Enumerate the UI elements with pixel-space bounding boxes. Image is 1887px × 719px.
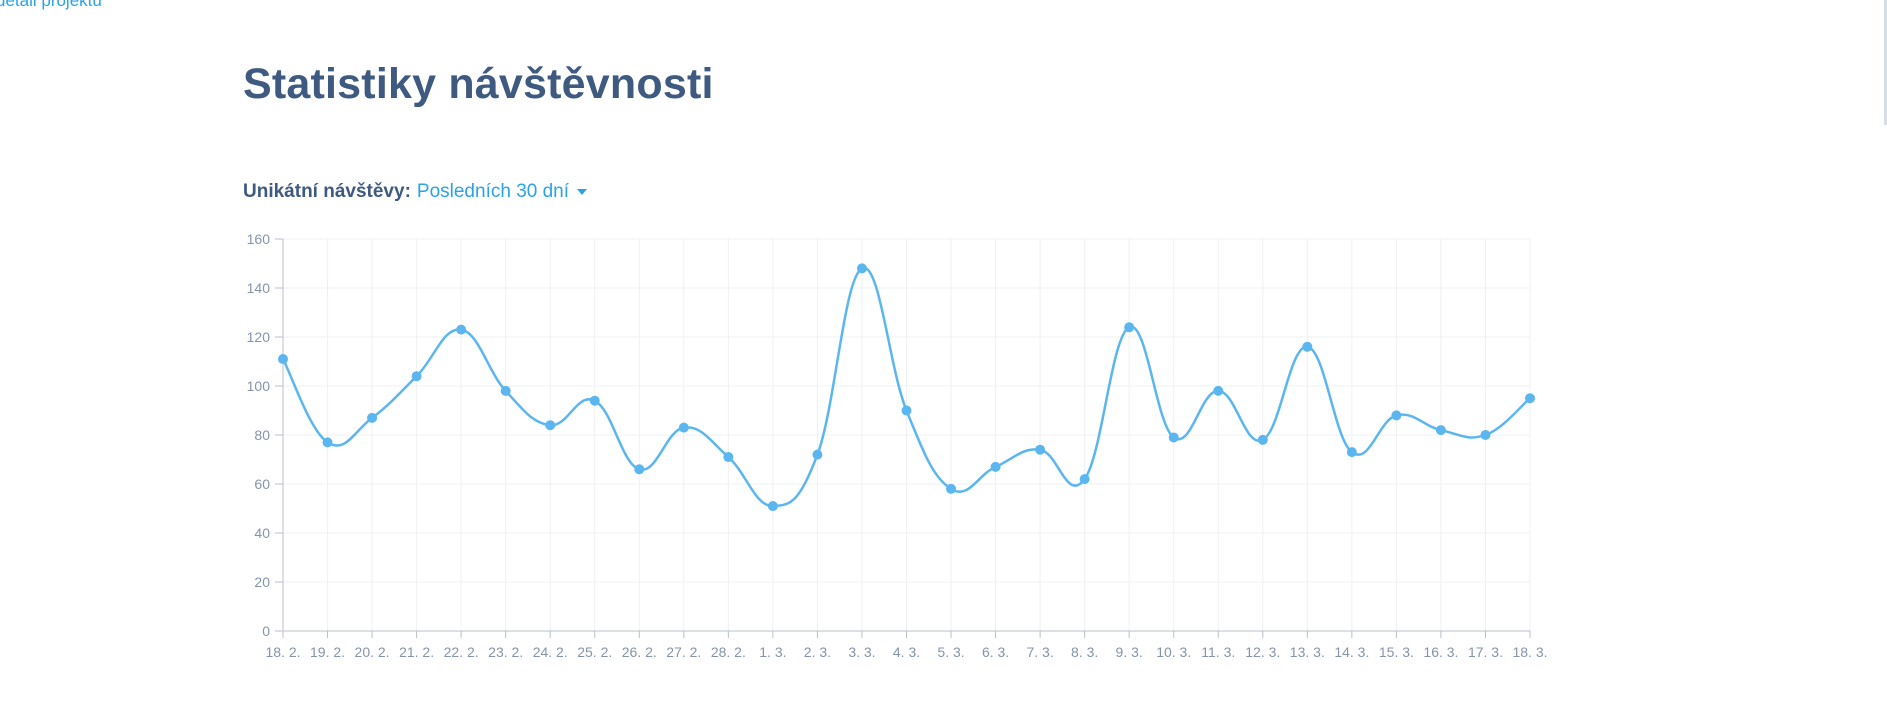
x-tick-label: 15. 3.: [1379, 644, 1414, 660]
period-dropdown[interactable]: Posledních 30 dní: [416, 181, 588, 203]
data-point[interactable]: [812, 449, 823, 460]
x-tick-label: 26. 2.: [622, 644, 657, 660]
x-tick-label: 1. 3.: [759, 644, 786, 660]
x-tick-label: 4. 3.: [893, 644, 920, 660]
data-point[interactable]: [278, 354, 288, 365]
x-tick-label: 19. 2.: [310, 644, 345, 660]
data-point[interactable]: [1302, 341, 1313, 352]
filter-row: Unikátní návštěvy: Posledních 30 dní: [243, 181, 588, 203]
x-tick-label: 22. 2.: [444, 644, 479, 660]
data-point[interactable]: [1525, 393, 1535, 404]
x-tick-label: 14. 3.: [1334, 644, 1369, 660]
y-tick-label: 120: [247, 329, 271, 345]
x-tick-label: 12. 3.: [1245, 644, 1280, 660]
data-point[interactable]: [456, 324, 467, 335]
x-tick-label: 18. 3.: [1512, 644, 1547, 660]
scrollbar-edge: [1884, 0, 1887, 125]
data-point[interactable]: [322, 437, 333, 448]
data-point[interactable]: [723, 452, 734, 463]
x-tick-label: 23. 2.: [488, 644, 523, 660]
data-point[interactable]: [1257, 434, 1268, 445]
x-tick-label: 17. 3.: [1468, 644, 1503, 660]
data-point[interactable]: [990, 461, 1001, 472]
y-tick-label: 80: [254, 427, 270, 443]
x-tick-label: 28. 2.: [711, 644, 746, 660]
x-tick-label: 11. 3.: [1201, 644, 1235, 660]
x-tick-label: 3. 3.: [848, 644, 875, 660]
project-detail-link[interactable]: detail projektu: [0, 0, 102, 10]
data-point[interactable]: [856, 263, 867, 274]
data-point[interactable]: [767, 501, 778, 512]
chart-axes: 0 20 40 60 80 100 120 140 160 18. 2. 19. 2. 20. 2. 2…: [247, 231, 1548, 660]
chart-series: [278, 263, 1535, 512]
x-tick-label: 16. 3.: [1423, 644, 1458, 660]
x-tick-label: 24. 2.: [533, 644, 568, 660]
x-tick-label: 7. 3.: [1026, 644, 1053, 660]
x-tick-label: 20. 2.: [355, 644, 390, 660]
data-point[interactable]: [946, 483, 957, 494]
x-tick-label: 25. 2.: [577, 644, 612, 660]
x-tick-label: 8. 3.: [1071, 644, 1098, 660]
x-tick-label: 6. 3.: [982, 644, 1009, 660]
x-tick-label: 27. 2.: [666, 644, 701, 660]
x-tick-label: 18. 2.: [265, 644, 300, 660]
chart-grid: [283, 238, 1531, 631]
data-point[interactable]: [589, 395, 600, 406]
filter-label: Unikátní návštěvy:: [243, 181, 411, 202]
y-tick-label: 0: [262, 623, 270, 639]
y-tick-label: 60: [254, 476, 270, 492]
caret-down-icon: [577, 189, 588, 195]
data-point[interactable]: [1079, 474, 1090, 485]
data-point[interactable]: [1346, 447, 1357, 458]
data-point[interactable]: [1168, 432, 1179, 443]
x-tick-label: 2. 3.: [804, 644, 831, 660]
data-point[interactable]: [901, 405, 912, 416]
x-tick-label: 21. 2.: [399, 644, 434, 660]
data-point[interactable]: [1035, 444, 1046, 455]
page-title: Statistiky návštěvnosti: [243, 60, 714, 108]
x-tick-label: 13. 3.: [1290, 644, 1325, 660]
data-point[interactable]: [1391, 410, 1402, 421]
x-tick-label: 10. 3.: [1156, 644, 1191, 660]
y-tick-label: 140: [247, 280, 271, 296]
data-point[interactable]: [1124, 322, 1135, 333]
period-dropdown-value: Posledních 30 dní: [416, 181, 570, 202]
data-point[interactable]: [367, 412, 378, 423]
data-point[interactable]: [1480, 430, 1491, 440]
data-point[interactable]: [1213, 385, 1224, 396]
data-point[interactable]: [678, 422, 689, 433]
data-point[interactable]: [1435, 425, 1446, 436]
x-tick-label: 9. 3.: [1116, 644, 1143, 660]
x-tick-label: 5. 3.: [937, 644, 964, 660]
y-tick-label: 20: [254, 574, 270, 590]
data-point[interactable]: [411, 371, 422, 382]
data-point[interactable]: [500, 385, 511, 396]
data-point[interactable]: [545, 420, 556, 431]
y-tick-label: 160: [247, 231, 271, 247]
data-point[interactable]: [634, 464, 645, 475]
y-tick-label: 100: [247, 378, 271, 394]
y-tick-label: 40: [254, 525, 270, 541]
